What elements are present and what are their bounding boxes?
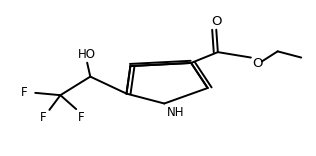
Text: O: O — [211, 15, 222, 28]
Text: NH: NH — [167, 105, 184, 119]
Text: O: O — [252, 57, 262, 70]
Text: HO: HO — [78, 48, 96, 61]
Text: F: F — [40, 111, 46, 124]
Text: F: F — [77, 111, 84, 124]
Text: F: F — [21, 86, 27, 99]
